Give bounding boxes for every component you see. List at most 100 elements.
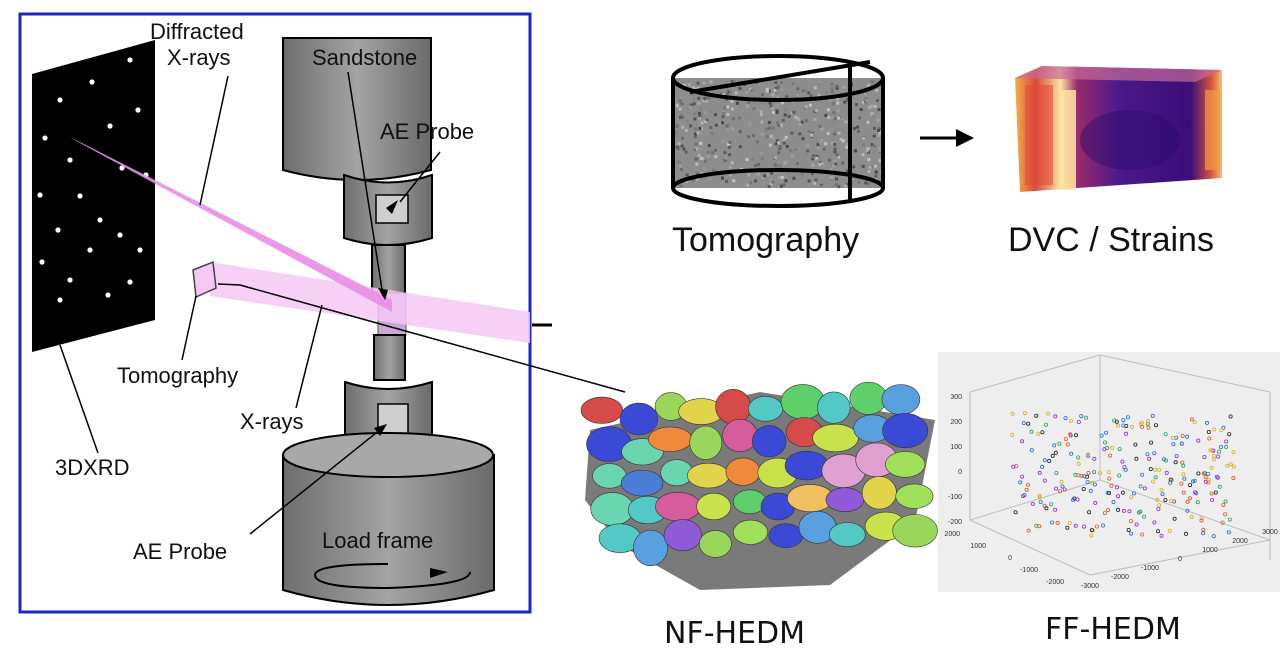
texture-speck <box>843 100 847 104</box>
texture-speck <box>834 183 838 187</box>
grain-centroid <box>1155 497 1160 502</box>
grain-centroid <box>1221 425 1226 430</box>
label-ae-probe-top: AE Probe <box>380 119 475 144</box>
label-tomography-output: Tomography <box>672 221 860 259</box>
texture-speck <box>852 165 856 169</box>
texture-speck <box>781 118 785 122</box>
grain-centroid <box>1084 415 1089 420</box>
texture-speck <box>704 120 708 123</box>
texture-speck <box>724 156 728 160</box>
grain-centroid <box>1013 510 1018 515</box>
texture-speck <box>873 144 877 148</box>
texture-speck <box>787 115 791 118</box>
texture-speck <box>809 94 813 98</box>
texture-speck <box>675 124 679 128</box>
texture-speck <box>679 116 682 119</box>
texture-speck <box>759 110 763 114</box>
texture-speck <box>681 125 685 129</box>
grain-centroid <box>1201 527 1206 532</box>
texture-speck <box>851 176 855 180</box>
diffraction-spot <box>87 247 93 253</box>
texture-speck <box>714 155 718 159</box>
grain-centroid <box>1129 495 1134 500</box>
texture-speck <box>845 182 849 186</box>
texture-speck <box>721 140 725 143</box>
grain-centroid <box>1020 439 1025 444</box>
texture-speck <box>870 112 873 116</box>
grain-centroid <box>1023 411 1028 416</box>
leader-lines <box>59 71 626 535</box>
texture-speck <box>819 139 823 143</box>
x-tick-label: 2000 <box>944 531 960 538</box>
texture-speck <box>752 134 756 138</box>
grain <box>696 492 732 521</box>
texture-speck <box>695 157 699 161</box>
texture-speck <box>867 106 871 110</box>
texture-speck <box>878 127 881 131</box>
texture-speck <box>878 130 882 134</box>
y-tick-label: 0 <box>1178 556 1182 563</box>
texture-speck <box>794 95 798 99</box>
grain-centroid <box>1213 490 1218 495</box>
texture-speck <box>711 151 715 155</box>
label-ff-hedm: FF-HEDM <box>1045 612 1181 647</box>
texture-speck <box>700 121 704 125</box>
diffraction-spot <box>57 297 63 303</box>
texture-speck <box>750 89 754 92</box>
texture-speck <box>738 105 742 109</box>
texture-speck <box>784 108 787 112</box>
grain <box>648 426 693 452</box>
grain <box>663 519 702 552</box>
texture-speck <box>682 83 686 87</box>
texture-speck <box>678 161 682 165</box>
texture-speck <box>747 100 751 104</box>
texture-speck <box>812 155 816 159</box>
grain-centroid <box>1085 480 1090 485</box>
grain-centroid <box>1196 471 1201 476</box>
texture-speck <box>819 141 822 144</box>
xray-beam <box>210 262 530 343</box>
texture-speck <box>818 162 822 166</box>
texture-speck <box>877 108 881 112</box>
grain-centroid <box>1210 497 1215 502</box>
texture-speck <box>817 94 821 98</box>
texture-speck <box>820 127 824 131</box>
texture-speck <box>804 105 808 109</box>
grain-centroid <box>1150 413 1155 418</box>
grain-centroid <box>1123 467 1128 472</box>
grain <box>849 381 888 415</box>
texture-speck <box>734 145 738 149</box>
texture-speck <box>843 184 847 188</box>
texture-speck <box>728 141 732 144</box>
texture-speck <box>722 93 725 97</box>
texture-speck <box>790 131 794 135</box>
grain-centroid <box>1196 438 1201 443</box>
grain-centroid <box>1202 454 1207 459</box>
texture-speck <box>818 82 822 86</box>
texture-speck <box>725 179 729 183</box>
grain-centroid <box>1146 425 1151 430</box>
grain-centroid <box>1157 503 1162 508</box>
grain-centroid <box>1163 432 1168 437</box>
texture-speck <box>853 126 856 130</box>
texture-speck <box>695 162 699 166</box>
texture-speck <box>684 150 688 154</box>
grain-centroid <box>1142 486 1147 491</box>
grain-centroid <box>1042 458 1047 463</box>
grain-centroid <box>1097 471 1102 476</box>
grain-centroid <box>1111 499 1116 504</box>
texture-speck <box>839 137 843 141</box>
grain-centroid <box>1223 512 1228 517</box>
texture-speck <box>811 163 815 167</box>
grain-centroid <box>1134 522 1139 527</box>
grain <box>590 492 635 526</box>
grain-centroid <box>1030 501 1035 506</box>
grain-centroid <box>1192 420 1197 425</box>
texture-speck <box>780 175 784 179</box>
texture-speck <box>826 132 830 136</box>
grain <box>861 476 897 510</box>
texture-speck <box>821 184 825 188</box>
texture-speck <box>803 89 807 93</box>
texture-speck <box>731 127 734 131</box>
grain-centroid <box>1040 430 1045 435</box>
